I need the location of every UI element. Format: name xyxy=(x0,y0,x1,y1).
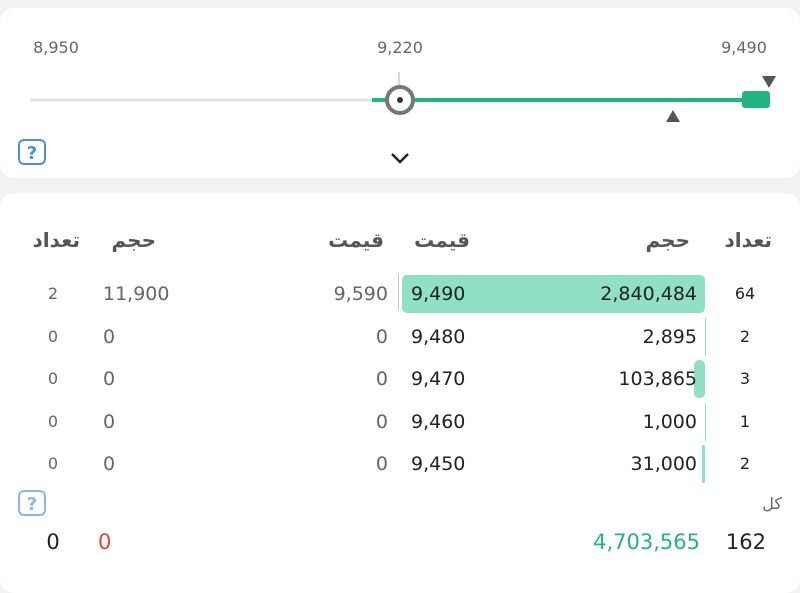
sell-price: 0 xyxy=(376,367,388,391)
sell-price: 0 xyxy=(376,410,388,434)
header: حجم xyxy=(645,228,690,252)
total-sell-volume: 0 xyxy=(98,530,111,554)
totals-label: كل xyxy=(762,492,782,516)
sell-volume: 0 xyxy=(103,452,115,476)
sell-count: 2 xyxy=(48,282,58,306)
total-buy-count: 162 xyxy=(726,530,766,554)
marker-up xyxy=(666,110,680,122)
buy-price: 9,490 xyxy=(411,282,465,306)
header: قيمت xyxy=(414,228,470,252)
slider[interactable]: ? xyxy=(0,8,800,178)
buy-count: 2 xyxy=(740,452,750,476)
price-range-card: 8,950 9,220 9,490 ? xyxy=(0,8,800,178)
sell-volume: 0 xyxy=(103,325,115,349)
max-handle[interactable] xyxy=(742,91,770,108)
sell-count: 0 xyxy=(48,367,58,391)
header: تعداد xyxy=(725,228,772,252)
buy-volume: 1,000 xyxy=(643,410,697,434)
sell-count: 0 xyxy=(48,325,58,349)
expand-chevron[interactable] xyxy=(392,154,408,162)
buy-volume: 2,895 xyxy=(643,325,697,349)
header: حجم xyxy=(111,228,156,252)
sell-price: 0 xyxy=(376,325,388,349)
buy-price: 9,480 xyxy=(411,325,465,349)
buy-price: 9,450 xyxy=(411,452,465,476)
buy-count: 64 xyxy=(735,282,755,306)
handle-dot xyxy=(397,97,403,103)
buy-count: 2 xyxy=(740,325,750,349)
buy-volume: 103,865 xyxy=(618,367,697,391)
help-glyph: ? xyxy=(27,143,37,164)
order-book-card: تعداد حجم قيمت قيمت حجم تعداد ? كل 162 4… xyxy=(0,193,800,593)
divider xyxy=(398,273,399,311)
buy-volume: 31,000 xyxy=(631,452,697,476)
sell-volume: 11,900 xyxy=(103,282,169,306)
sell-volume: 0 xyxy=(103,410,115,434)
volume-bar xyxy=(702,445,705,483)
header: تعداد xyxy=(33,228,80,252)
buy-price: 9,460 xyxy=(411,410,465,434)
buy-volume: 2,840,484 xyxy=(600,282,697,306)
buy-price: 9,470 xyxy=(411,367,465,391)
sell-price: 0 xyxy=(376,452,388,476)
svg-text:?: ? xyxy=(27,494,37,515)
total-sell-count: 0 xyxy=(46,530,59,554)
help-icon[interactable]: ? xyxy=(17,489,47,517)
buy-count: 3 xyxy=(740,367,750,391)
header: قيمت xyxy=(328,228,384,252)
buy-count: 1 xyxy=(740,410,750,434)
sell-count: 0 xyxy=(48,452,58,476)
total-buy-volume: 4,703,565 xyxy=(593,530,700,554)
sell-volume: 0 xyxy=(103,367,115,391)
marker-down xyxy=(762,76,776,88)
sell-price: 9,590 xyxy=(334,282,388,306)
sell-count: 0 xyxy=(48,410,58,434)
